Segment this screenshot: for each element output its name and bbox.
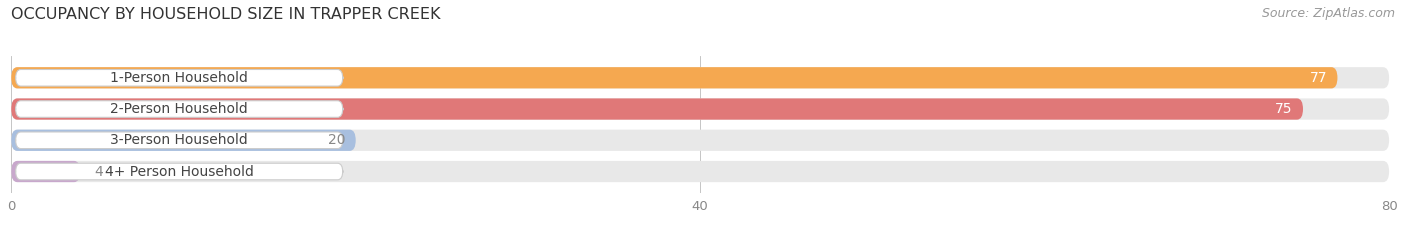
Text: 4: 4 <box>94 164 103 178</box>
FancyBboxPatch shape <box>11 98 1303 120</box>
Text: 20: 20 <box>328 133 346 147</box>
Text: 75: 75 <box>1275 102 1292 116</box>
Text: 3-Person Household: 3-Person Household <box>110 133 247 147</box>
Text: OCCUPANCY BY HOUSEHOLD SIZE IN TRAPPER CREEK: OCCUPANCY BY HOUSEHOLD SIZE IN TRAPPER C… <box>11 7 440 22</box>
FancyBboxPatch shape <box>15 132 343 149</box>
FancyBboxPatch shape <box>11 161 1389 182</box>
FancyBboxPatch shape <box>15 69 343 86</box>
FancyBboxPatch shape <box>11 98 1389 120</box>
Text: 1-Person Household: 1-Person Household <box>110 71 247 85</box>
FancyBboxPatch shape <box>11 130 356 151</box>
FancyBboxPatch shape <box>11 130 1389 151</box>
FancyBboxPatch shape <box>11 67 1389 88</box>
FancyBboxPatch shape <box>11 67 1337 88</box>
Text: 77: 77 <box>1309 71 1327 85</box>
Text: 2-Person Household: 2-Person Household <box>110 102 247 116</box>
FancyBboxPatch shape <box>15 101 343 117</box>
Text: Source: ZipAtlas.com: Source: ZipAtlas.com <box>1261 7 1395 20</box>
Text: 4+ Person Household: 4+ Person Household <box>104 164 253 178</box>
FancyBboxPatch shape <box>11 161 80 182</box>
FancyBboxPatch shape <box>15 163 343 180</box>
